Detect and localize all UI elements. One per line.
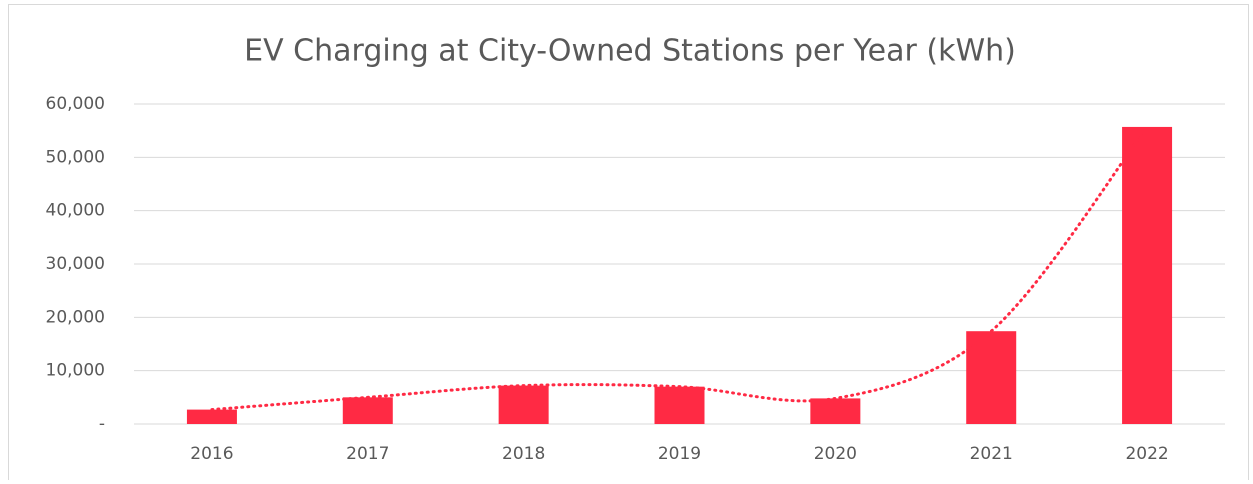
x-tick-label: 2016 (190, 444, 233, 464)
y-tick-label: 10,000 (46, 361, 105, 381)
y-tick-label: 60,000 (46, 94, 105, 114)
x-tick-label: 2020 (814, 444, 857, 464)
y-tick-label: 40,000 (46, 201, 105, 221)
bar (1122, 126, 1173, 424)
x-tick-label: 2017 (346, 444, 389, 464)
bar (186, 409, 237, 424)
bar (498, 385, 549, 424)
bar (342, 397, 393, 424)
bar (810, 398, 861, 424)
chart-frame (8, 4, 1249, 484)
chart-title: EV Charging at City-Owned Stations per Y… (244, 34, 1016, 69)
bar (654, 386, 705, 424)
x-tick-label: 2022 (1125, 444, 1168, 464)
y-tick-label: 20,000 (46, 307, 105, 327)
x-tick-label: 2018 (502, 444, 545, 464)
y-tick-label: 30,000 (46, 254, 105, 274)
x-tick-label: 2021 (970, 444, 1013, 464)
y-tick-label: - (99, 414, 105, 434)
y-tick-label: 50,000 (46, 147, 105, 167)
bar (966, 331, 1017, 424)
x-tick-label: 2019 (658, 444, 701, 464)
trendline (210, 125, 1149, 412)
